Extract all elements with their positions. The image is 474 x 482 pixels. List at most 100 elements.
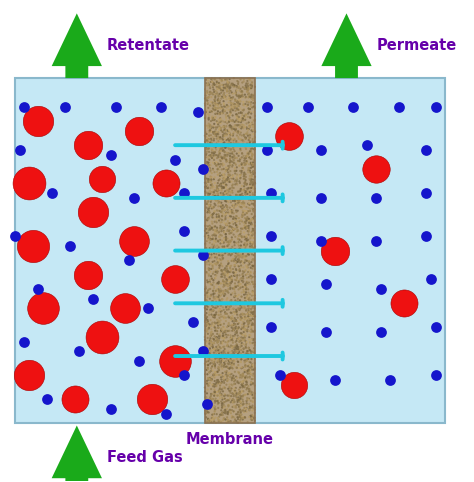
Point [212,320,219,327]
Point [215,290,222,298]
Point [232,96,239,104]
Point [208,325,215,333]
Point [227,302,235,310]
Point [234,129,242,137]
Point [210,415,218,423]
Point [232,345,240,353]
Point [234,398,241,406]
Point [250,389,257,397]
Point [225,348,232,356]
Point [247,102,255,110]
Point [237,76,244,83]
Point [231,144,238,152]
Point [247,197,255,204]
Point [248,79,256,86]
Point [239,270,246,278]
Point [215,357,223,364]
Point [236,401,243,409]
Point [239,115,247,122]
Point [239,388,247,395]
Point [203,402,210,410]
Point [203,409,210,417]
Point [242,341,250,349]
Point [220,130,228,137]
Point [247,397,255,404]
Point [233,105,240,112]
Point [212,197,220,205]
Point [213,281,220,288]
Point [244,317,251,324]
Point [234,378,241,386]
Point [212,405,219,413]
Point [227,223,234,230]
Point [218,76,226,84]
Point [202,268,210,276]
Point [223,276,231,284]
Point [207,342,214,349]
Point [229,83,237,91]
Point [219,137,226,145]
Point [251,218,259,226]
Point [209,414,217,421]
Point [206,190,213,198]
Point [232,161,239,169]
Point [203,338,210,346]
Point [230,231,237,239]
Point [205,132,213,139]
Point [245,273,253,281]
Point [249,92,257,100]
Point [233,342,240,349]
Point [218,267,225,274]
Point [235,113,243,121]
Point [251,311,258,319]
Point [230,284,237,292]
Point [234,226,241,233]
Point [226,191,234,199]
Point [251,414,258,422]
Point [204,189,212,197]
Point [226,194,234,202]
Point [227,409,235,417]
Point [217,153,224,161]
Point [242,315,250,323]
Point [246,176,254,184]
Point [233,391,241,399]
Point [217,208,225,216]
Point [245,295,252,303]
Point [216,97,223,105]
Point [216,90,223,98]
Point [235,135,242,143]
Point [202,325,210,333]
Point [240,400,247,408]
Point [218,326,226,334]
Point [242,215,250,223]
Point [216,287,223,295]
Point [234,196,242,204]
Point [227,279,234,286]
Point [211,226,219,233]
Point [246,405,253,413]
Point [239,334,247,342]
Point [231,415,239,423]
Point [216,170,223,177]
Point [231,332,238,340]
Point [202,180,210,187]
Point [250,289,257,296]
Point [243,80,250,87]
Point [206,84,214,92]
Point [218,344,226,352]
Point [247,378,255,386]
Point [231,348,239,356]
Point [224,416,231,424]
Point [228,101,236,108]
Point [204,386,211,393]
Point [230,414,238,421]
Point [210,306,217,314]
Point [211,246,219,254]
Point [205,356,212,363]
Point [349,103,357,111]
Point [204,77,212,84]
Point [230,387,238,394]
Point [240,328,247,336]
Point [243,241,250,249]
